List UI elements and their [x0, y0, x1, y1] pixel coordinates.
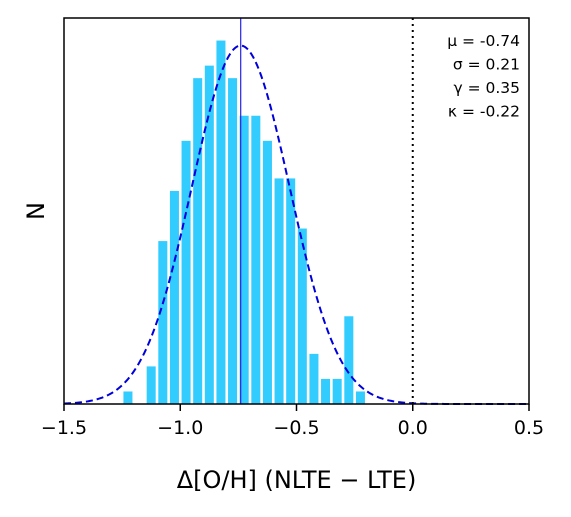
histogram-bar-10: [251, 115, 261, 405]
stat-line-3: κ = -0.22: [448, 103, 520, 121]
stat-line-1: σ = 0.21: [453, 56, 520, 74]
x-tick-label-2: −0.5: [273, 417, 319, 439]
histogram-bar-12: [274, 178, 284, 404]
histogram-bars: [123, 40, 365, 405]
histogram-bar-2: [158, 241, 168, 404]
x-tick-label-4: 0.5: [514, 417, 544, 439]
histogram-bar-19: [355, 391, 365, 404]
histogram-bar-11: [262, 140, 272, 404]
histogram-bar-18: [344, 316, 354, 404]
plot-frame: [63, 17, 530, 405]
x-axis-label: Δ[O/H] (NLTE − LTE): [177, 466, 417, 494]
histogram-bar-8: [228, 78, 238, 404]
histogram-bar-13: [286, 178, 296, 404]
histogram-bar-7: [216, 40, 226, 404]
histogram-bar-5: [193, 78, 203, 404]
histogram-bar-15: [309, 353, 319, 404]
histogram-bar-0: [123, 391, 133, 404]
x-tick-label-0: −1.5: [41, 417, 87, 439]
gaussian-fit-curve: [63, 44, 529, 405]
stat-line-0: μ = -0.74: [447, 32, 520, 50]
histogram-bar-9: [239, 115, 249, 405]
x-tick-label-1: −1.0: [157, 417, 203, 439]
histogram-bar-4: [181, 140, 191, 404]
x-axis-ticks: −1.5 −1.0 −0.5 0.0 0.5: [41, 404, 544, 439]
histogram-bar-3: [169, 190, 179, 404]
histogram-bar-17: [332, 378, 342, 404]
stat-line-2: γ = 0.35: [453, 79, 520, 97]
stats-box: μ = -0.74 σ = 0.21 γ = 0.35 κ = -0.22: [447, 32, 520, 121]
x-tick-label-3: 0.0: [398, 417, 428, 439]
histogram-bar-14: [297, 228, 307, 404]
histogram-bar-6: [204, 65, 214, 404]
histogram-bar-16: [321, 378, 331, 404]
y-axis-label: N: [22, 202, 50, 220]
histogram-bar-1: [146, 366, 156, 404]
